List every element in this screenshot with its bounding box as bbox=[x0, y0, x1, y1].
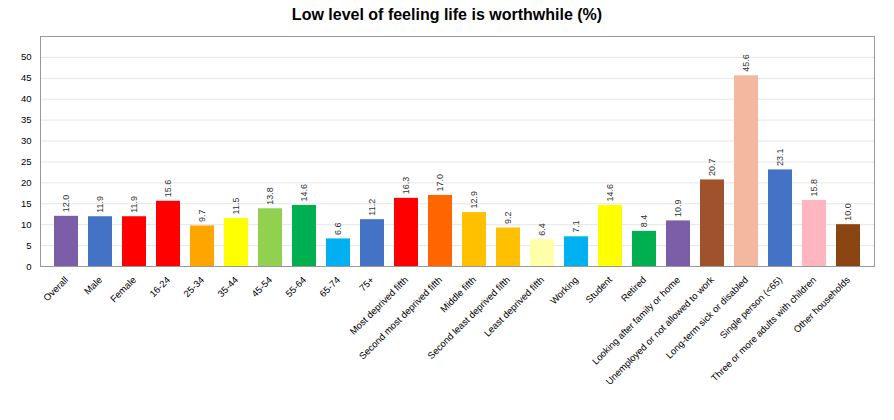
svg-text:Middle fifth: Middle fifth bbox=[437, 274, 479, 315]
svg-text:30: 30 bbox=[21, 135, 32, 146]
svg-text:Most deprived fifth: Most deprived fifth bbox=[347, 274, 410, 337]
svg-text:Male: Male bbox=[82, 274, 104, 296]
svg-text:11.2: 11.2 bbox=[367, 199, 377, 216]
svg-text:Long-term sick or disabled: Long-term sick or disabled bbox=[663, 274, 751, 361]
svg-text:65-74: 65-74 bbox=[317, 274, 342, 299]
svg-text:Three or more adults with chil: Three or more adults with children bbox=[708, 274, 819, 384]
svg-text:Student: Student bbox=[583, 274, 614, 305]
svg-text:10.0: 10.0 bbox=[843, 203, 853, 221]
svg-text:11.9: 11.9 bbox=[95, 196, 105, 213]
svg-text:Working: Working bbox=[548, 274, 580, 306]
svg-text:16.3: 16.3 bbox=[401, 177, 411, 195]
svg-text:55-64: 55-64 bbox=[283, 274, 308, 299]
svg-text:Unemployed or not allowed to w: Unemployed or not allowed to work bbox=[603, 274, 717, 387]
svg-text:10.9: 10.9 bbox=[673, 199, 683, 217]
svg-text:6.6: 6.6 bbox=[333, 222, 343, 235]
svg-text:12.0: 12.0 bbox=[61, 195, 71, 213]
svg-text:10: 10 bbox=[21, 219, 32, 230]
svg-text:11.5: 11.5 bbox=[231, 198, 241, 215]
html-text:Low level of feeling life is w: Low level of feeling life is worthwhile … bbox=[291, 6, 603, 23]
svg-text:45: 45 bbox=[21, 72, 32, 83]
svg-text:15: 15 bbox=[21, 198, 32, 209]
svg-text:13.8: 13.8 bbox=[265, 187, 275, 205]
svg-text:14.6: 14.6 bbox=[605, 184, 615, 202]
svg-text:5: 5 bbox=[26, 240, 31, 251]
svg-text:9.2: 9.2 bbox=[503, 212, 513, 225]
svg-text:Single person (<65): Single person (<65) bbox=[717, 274, 784, 341]
svg-text:6.4: 6.4 bbox=[537, 223, 547, 236]
svg-text:Overall: Overall bbox=[41, 274, 70, 303]
svg-text:50: 50 bbox=[21, 51, 32, 62]
svg-text:Looking after family or home: Looking after family or home bbox=[589, 274, 683, 367]
svg-text:75+: 75+ bbox=[357, 274, 376, 293]
svg-text:Retired: Retired bbox=[619, 274, 648, 303]
svg-text:20.7: 20.7 bbox=[707, 158, 717, 176]
svg-text:20: 20 bbox=[21, 177, 32, 188]
svg-text:0: 0 bbox=[26, 261, 31, 272]
svg-text:25: 25 bbox=[21, 156, 32, 167]
svg-text:7.1: 7.1 bbox=[571, 220, 581, 233]
svg-text:35-44: 35-44 bbox=[215, 274, 240, 299]
svg-text:25-34: 25-34 bbox=[181, 274, 206, 299]
svg-text:23.1: 23.1 bbox=[775, 148, 785, 166]
svg-text:Least deprived fifth: Least deprived fifth bbox=[482, 274, 547, 339]
svg-text:14.6: 14.6 bbox=[299, 184, 309, 202]
svg-text:11.9: 11.9 bbox=[129, 196, 139, 213]
svg-text:Second least deprived fifth: Second least deprived fifth bbox=[425, 274, 513, 362]
svg-text:35: 35 bbox=[21, 114, 32, 125]
svg-text:15.6: 15.6 bbox=[163, 180, 173, 198]
svg-text:Second most deprived fifth: Second most deprived fifth bbox=[356, 274, 445, 362]
svg-text:15.8: 15.8 bbox=[809, 179, 819, 197]
svg-text:9.7: 9.7 bbox=[197, 209, 207, 222]
svg-text:40: 40 bbox=[21, 93, 32, 104]
svg-text:17.0: 17.0 bbox=[435, 174, 445, 192]
svg-text:Female: Female bbox=[108, 274, 138, 304]
svg-text:12.9: 12.9 bbox=[469, 191, 479, 209]
svg-text:45.6: 45.6 bbox=[741, 54, 751, 72]
svg-text:16-24: 16-24 bbox=[147, 274, 172, 299]
svg-text:Other households: Other households bbox=[791, 274, 852, 335]
svg-text:45-54: 45-54 bbox=[249, 274, 274, 299]
svg-text:8.4: 8.4 bbox=[639, 215, 649, 228]
